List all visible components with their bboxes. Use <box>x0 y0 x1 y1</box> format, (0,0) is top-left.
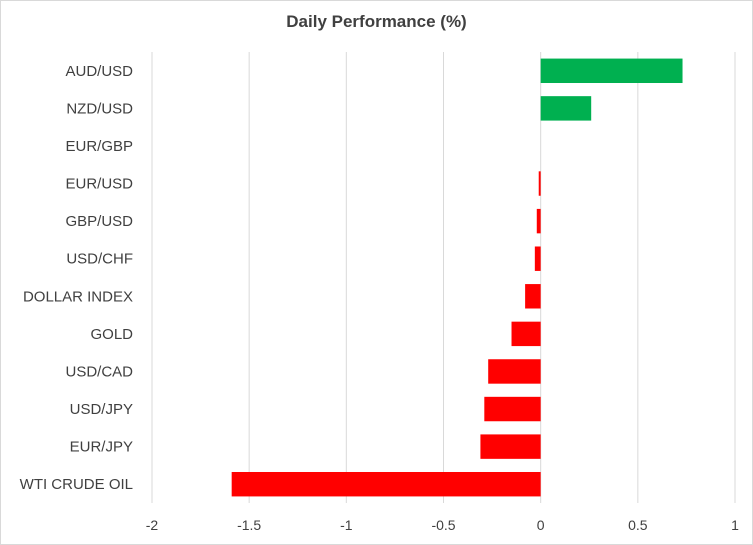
category-label: GOLD <box>90 326 133 343</box>
x-tick-label: -2 <box>146 517 159 533</box>
category-label: USD/JPY <box>70 401 133 418</box>
bar <box>536 208 541 234</box>
chart-title: Daily Performance (%) <box>286 12 467 31</box>
category-label: USD/CHF <box>66 251 133 268</box>
category-label: EUR/USD <box>65 176 133 193</box>
x-tick-label: -1.5 <box>237 517 261 533</box>
category-label: AUD/USD <box>65 63 133 80</box>
bar <box>534 246 541 271</box>
x-tick-label: 0.5 <box>628 517 648 533</box>
x-tick-label: -1 <box>340 517 353 533</box>
x-tick-label: -0.5 <box>431 517 455 533</box>
gridlines <box>151 52 736 503</box>
bar <box>540 58 683 84</box>
x-axis-tick-labels: -2 -1.5 -1 -0.5 0 0.5 1 <box>146 517 739 533</box>
category-label: EUR/JPY <box>70 439 133 456</box>
bar <box>488 359 541 384</box>
bars <box>231 58 683 497</box>
bar <box>525 284 541 309</box>
category-label: GBP/USD <box>65 213 133 230</box>
bar <box>540 96 592 121</box>
bar <box>231 471 541 497</box>
category-label: DOLLAR INDEX <box>23 288 133 305</box>
category-label: USD/CAD <box>65 363 133 380</box>
bar <box>480 434 541 459</box>
category-label: EUR/GBP <box>65 138 133 155</box>
category-label: NZD/USD <box>66 100 133 117</box>
x-tick-label: 0 <box>537 517 545 533</box>
x-tick-label: 1 <box>731 517 739 533</box>
category-labels: AUD/USD NZD/USD EUR/GBP EUR/USD GBP/USD USD/C… <box>20 63 134 493</box>
bar <box>484 396 541 422</box>
bar <box>538 171 541 196</box>
bar <box>511 321 541 347</box>
category-label: WTI CRUDE OIL <box>20 476 133 493</box>
